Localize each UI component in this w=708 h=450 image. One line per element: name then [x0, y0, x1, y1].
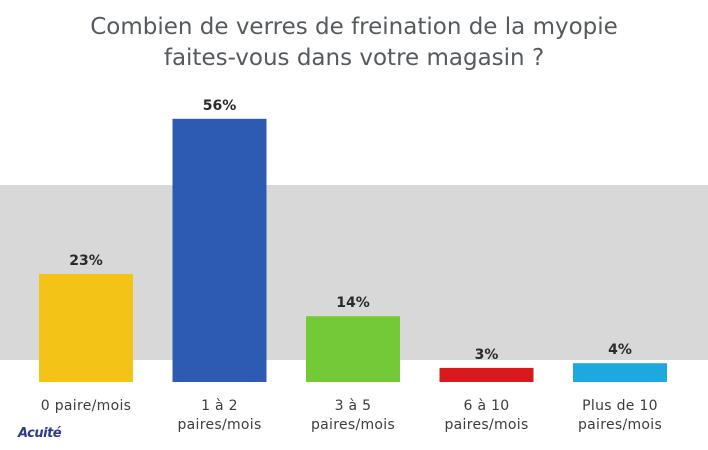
bar-1	[39, 273, 133, 382]
data-label-3: 14%	[336, 295, 370, 311]
category-label-1: 0 paire/mois	[40, 398, 132, 414]
bar-3	[306, 316, 400, 382]
category-label-4: 6 à 10 paires/mois	[444, 398, 529, 433]
bar-4	[439, 367, 534, 382]
bar-2	[172, 118, 267, 383]
chart-title-line-2: faites-vous dans votre magasin ?	[163, 45, 545, 71]
category-label-5: Plus de 10 paires/mois	[577, 398, 663, 433]
data-label-1: 23%	[69, 253, 103, 269]
data-label-4: 3%	[475, 347, 499, 363]
acuite-logo: Acuité	[18, 426, 62, 441]
bar-5	[573, 363, 667, 382]
chart-title: Combien de verres de freination de la my…	[0, 12, 708, 74]
data-label-5: 4%	[608, 342, 632, 358]
category-label-3: 3 à 5 paires/mois	[310, 398, 396, 433]
chart-title-line-1: Combien de verres de freination de la my…	[90, 14, 618, 40]
category-label-2: 1 à 2 paires/mois	[177, 398, 262, 433]
data-label-2: 56%	[203, 98, 237, 114]
